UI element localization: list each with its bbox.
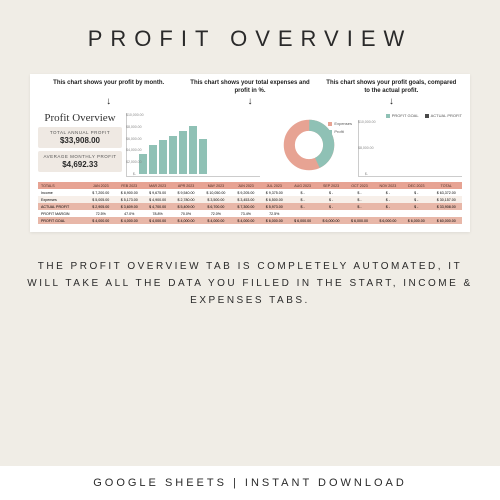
spreadsheet-preview: This chart shows your profit by month. T… [30, 74, 470, 232]
table-header-cell: APR 2023 [172, 182, 200, 189]
table-header-cell: TOTAL [430, 182, 462, 189]
table-header-cell: MAY 2023 [200, 182, 231, 189]
bar [199, 139, 207, 174]
table-header-cell: OCT 2023 [345, 182, 373, 189]
sheet-script-title: Profit Overview [38, 113, 122, 124]
table-header-cell: FEB 2023 [115, 182, 143, 189]
annotation-row: This chart shows your profit by month. T… [38, 80, 462, 95]
bar [159, 140, 167, 174]
table-header-cell: SEP 2023 [317, 182, 345, 189]
kpi-panel: Profit Overview TOTAL ANNUAL PROFIT $33,… [38, 113, 122, 177]
table-row: Income$ 7,200.00$ 8,900.00$ 9,675.00$ 9,… [38, 189, 462, 196]
table-header-cell: JUL 2023 [260, 182, 288, 189]
annotation-2: This chart shows your total expenses and… [179, 80, 320, 95]
donut-icon [283, 119, 335, 171]
legend-profit: Profit [334, 129, 343, 134]
page-title: PROFIT OVERVIEW [88, 26, 413, 52]
table-header-cell: NOV 2023 [374, 182, 402, 189]
table-row: PROFIT GOAL$ 4,000.00$ 4,000.00$ 4,000.0… [38, 217, 462, 224]
legend-goal: PROFIT GOAL [392, 113, 419, 118]
annotation-3: This chart shows your profit goals, comp… [321, 80, 462, 95]
arrow-down-icon: ↓ [321, 97, 462, 109]
monthly-profit-bar-chart: $10,000.00$8,000.00$6,000.00$4,000.00$2,… [126, 113, 260, 177]
table-header-cell: TOTALS [38, 182, 87, 189]
bar [189, 126, 197, 174]
arrow-row: ↓ ↓ ↓ [38, 97, 462, 109]
bar [179, 131, 187, 174]
table-row: ACTUAL PROFIT$ 2,905.00$ 3,609.00$ 4,700… [38, 203, 462, 210]
bar [169, 136, 177, 174]
table-row: Expenses$ 5,005.00$ 5,173.00$ 4,900.00$ … [38, 196, 462, 203]
table-header-cell: MAR 2023 [143, 182, 171, 189]
legend-actual: ACTUAL PROFIT [431, 113, 462, 118]
expense-profit-donut-chart: Expenses Profit [264, 113, 354, 177]
footer-banner: GOOGLE SHEETS | INSTANT DOWNLOAD [0, 466, 500, 500]
kpi-annual: TOTAL ANNUAL PROFIT $33,908.00 [38, 127, 122, 148]
kpi-annual-value: $33,908.00 [40, 136, 120, 145]
description-text: THE PROFIT OVERVIEW TAB IS COMPLETELY AU… [0, 258, 500, 309]
kpi-monthly-value: $4,692.33 [40, 160, 120, 169]
table-row: PROFIT MARGIN72.5%47.0%78.8%70.0%72.0%73… [38, 210, 462, 217]
donut-legend: Expenses Profit [328, 121, 352, 134]
table-header-cell: JUN 2023 [232, 182, 260, 189]
kpi-monthly: AVERAGE MONTHLY PROFIT $4,692.33 [38, 151, 122, 172]
annotation-1: This chart shows your profit by month. [38, 80, 179, 95]
kpi-monthly-label: AVERAGE MONTHLY PROFIT [40, 154, 120, 159]
table-header-cell: AUG 2023 [288, 182, 316, 189]
compare-legend: PROFIT GOAL ACTUAL PROFIT [358, 113, 462, 118]
goal-vs-actual-chart: PROFIT GOAL ACTUAL PROFIT $10,000.00$8,0… [358, 113, 462, 177]
legend-expenses: Expenses [334, 121, 352, 126]
table-header-cell: DEC 2023 [402, 182, 430, 189]
profit-data-table: TOTALSJAN 2023FEB 2023MAR 2023APR 2023MA… [38, 182, 462, 224]
kpi-annual-label: TOTAL ANNUAL PROFIT [40, 130, 120, 135]
dashboard-row: Profit Overview TOTAL ANNUAL PROFIT $33,… [38, 113, 462, 177]
table-header-cell: JAN 2023 [87, 182, 115, 189]
bar [149, 145, 157, 174]
arrow-down-icon: ↓ [179, 97, 320, 109]
arrow-down-icon: ↓ [38, 97, 179, 109]
